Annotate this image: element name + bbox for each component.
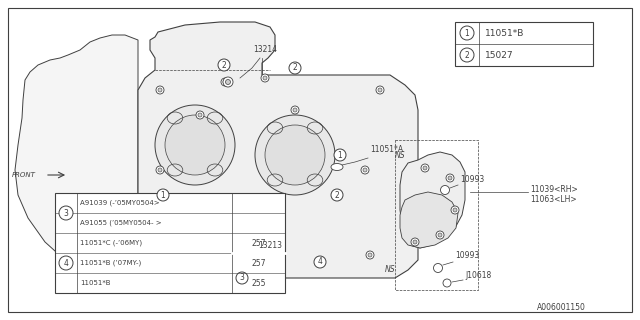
Circle shape bbox=[218, 59, 230, 71]
Circle shape bbox=[156, 86, 164, 94]
Circle shape bbox=[411, 238, 419, 246]
Circle shape bbox=[314, 256, 326, 268]
Circle shape bbox=[451, 206, 459, 214]
Circle shape bbox=[421, 164, 429, 172]
Circle shape bbox=[198, 113, 202, 117]
Circle shape bbox=[293, 108, 297, 112]
Circle shape bbox=[196, 111, 204, 119]
Text: 2: 2 bbox=[221, 60, 227, 69]
Circle shape bbox=[263, 76, 267, 80]
Circle shape bbox=[157, 189, 169, 201]
Polygon shape bbox=[400, 192, 458, 248]
Circle shape bbox=[59, 206, 73, 220]
Circle shape bbox=[261, 74, 269, 82]
Circle shape bbox=[361, 166, 369, 174]
Circle shape bbox=[460, 26, 474, 40]
Text: 2: 2 bbox=[292, 63, 298, 73]
Circle shape bbox=[223, 80, 227, 84]
Text: 3: 3 bbox=[239, 274, 244, 283]
Text: 4: 4 bbox=[317, 258, 323, 267]
Text: NS: NS bbox=[395, 151, 406, 160]
Circle shape bbox=[221, 78, 229, 86]
Circle shape bbox=[255, 115, 335, 195]
Circle shape bbox=[433, 263, 442, 273]
Text: NS: NS bbox=[385, 265, 396, 274]
Polygon shape bbox=[15, 35, 138, 275]
Text: 11051*B (’07MY-): 11051*B (’07MY-) bbox=[80, 260, 141, 266]
Circle shape bbox=[378, 88, 382, 92]
Circle shape bbox=[265, 125, 325, 185]
Circle shape bbox=[251, 261, 259, 269]
Circle shape bbox=[413, 240, 417, 244]
Text: 257: 257 bbox=[252, 259, 266, 268]
Text: A91055 (’05MY0504- >: A91055 (’05MY0504- > bbox=[80, 220, 162, 226]
Text: 1: 1 bbox=[161, 190, 165, 199]
Circle shape bbox=[368, 253, 372, 257]
Text: 11039<RH>: 11039<RH> bbox=[530, 186, 578, 195]
Circle shape bbox=[155, 105, 235, 185]
Polygon shape bbox=[138, 22, 418, 278]
Circle shape bbox=[453, 208, 457, 212]
Circle shape bbox=[171, 254, 179, 262]
Text: J10618: J10618 bbox=[465, 271, 492, 280]
Circle shape bbox=[289, 62, 301, 74]
Text: 3: 3 bbox=[63, 209, 68, 218]
Ellipse shape bbox=[331, 164, 343, 171]
Bar bbox=[55, 193, 285, 293]
Circle shape bbox=[158, 88, 162, 92]
Circle shape bbox=[448, 176, 452, 180]
Circle shape bbox=[334, 149, 346, 161]
Text: 11051*C (-’06MY): 11051*C (-’06MY) bbox=[80, 240, 142, 246]
Circle shape bbox=[236, 272, 248, 284]
Text: 255: 255 bbox=[252, 278, 266, 287]
Text: 2: 2 bbox=[465, 51, 469, 60]
Text: 13214: 13214 bbox=[253, 45, 277, 54]
Circle shape bbox=[366, 251, 374, 259]
Circle shape bbox=[363, 168, 367, 172]
Circle shape bbox=[59, 256, 73, 270]
Text: 10993: 10993 bbox=[455, 251, 479, 260]
Text: 11051*B: 11051*B bbox=[80, 280, 111, 286]
Circle shape bbox=[223, 77, 233, 87]
Circle shape bbox=[438, 233, 442, 237]
Circle shape bbox=[173, 256, 177, 260]
Circle shape bbox=[376, 86, 384, 94]
Circle shape bbox=[440, 186, 449, 195]
Text: 13213: 13213 bbox=[258, 241, 282, 250]
Text: 11051*B: 11051*B bbox=[485, 28, 524, 37]
Circle shape bbox=[165, 115, 225, 175]
Circle shape bbox=[153, 198, 157, 202]
Text: 4: 4 bbox=[63, 259, 68, 268]
Text: 10993: 10993 bbox=[460, 175, 484, 184]
Text: 1: 1 bbox=[338, 150, 342, 159]
Circle shape bbox=[460, 48, 474, 62]
Bar bbox=[455, 22, 593, 66]
Text: 11051*A: 11051*A bbox=[370, 145, 403, 154]
Text: 2: 2 bbox=[335, 190, 339, 199]
Circle shape bbox=[151, 196, 159, 204]
Text: FRONT: FRONT bbox=[12, 172, 36, 178]
Circle shape bbox=[156, 166, 164, 174]
Circle shape bbox=[253, 263, 257, 267]
Polygon shape bbox=[400, 152, 465, 248]
Text: 15027: 15027 bbox=[485, 51, 514, 60]
Text: A006001150: A006001150 bbox=[537, 303, 586, 312]
Text: 11063<LH>: 11063<LH> bbox=[530, 196, 577, 204]
Text: 1: 1 bbox=[465, 28, 469, 37]
Circle shape bbox=[436, 231, 444, 239]
Circle shape bbox=[331, 189, 343, 201]
Text: 257: 257 bbox=[252, 238, 266, 247]
Text: A91039 (-’05MY0504>: A91039 (-’05MY0504> bbox=[80, 200, 159, 206]
Circle shape bbox=[225, 79, 230, 84]
Circle shape bbox=[158, 168, 162, 172]
Circle shape bbox=[446, 174, 454, 182]
Circle shape bbox=[423, 166, 427, 170]
Circle shape bbox=[443, 279, 451, 287]
Circle shape bbox=[291, 106, 299, 114]
